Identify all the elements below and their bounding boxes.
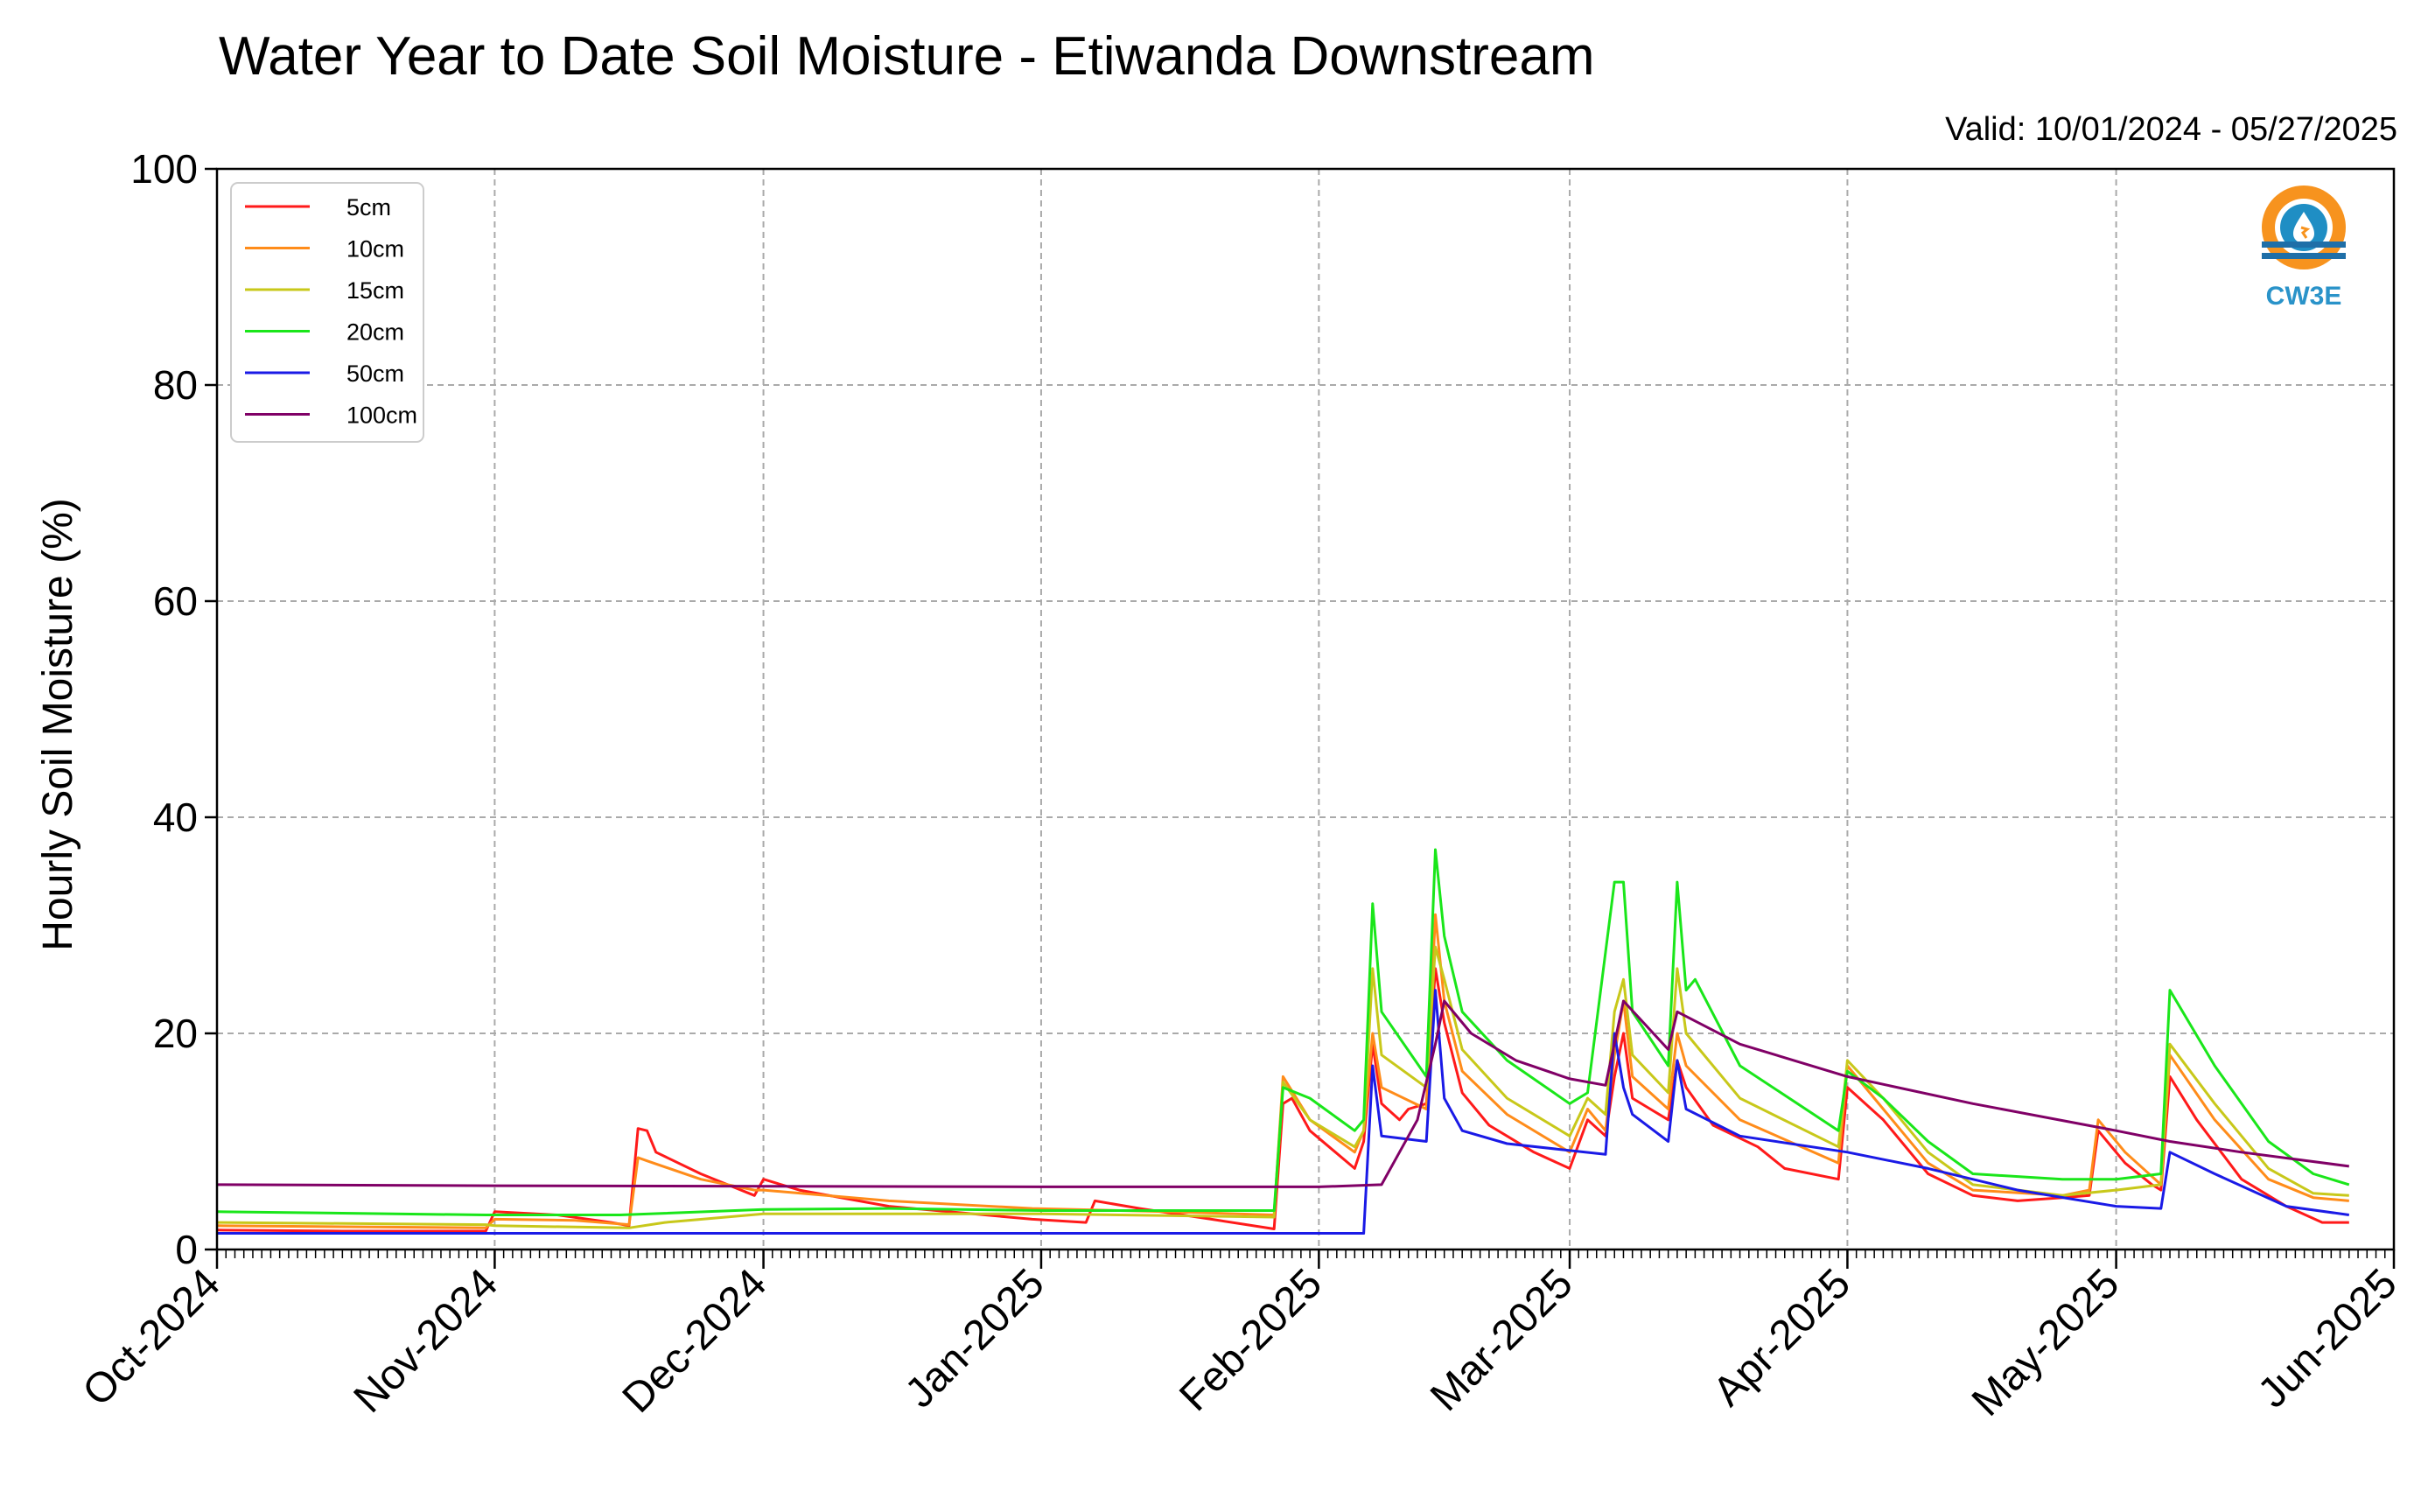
y-ticks: 0 20 40 60 80 100: [130, 146, 217, 1272]
series-line-20cm: [216, 848, 2350, 1216]
series-line-100cm: [216, 999, 2349, 1188]
axes: [215, 167, 2396, 1251]
cw3e-logo: CW3E: [2262, 186, 2346, 311]
y-tick-label: 20: [153, 1011, 198, 1056]
legend-label-50cm: 50cm: [346, 360, 404, 387]
y-tick-label: 0: [175, 1227, 198, 1272]
logo-text: CW3E: [2266, 282, 2342, 311]
legend-label-100cm: 100cm: [346, 402, 417, 429]
plot-frame: [215, 167, 2396, 1251]
y-tick-label: 80: [153, 362, 198, 408]
legend-label-5cm: 5cm: [346, 194, 391, 220]
legend-label-15cm: 15cm: [346, 277, 404, 304]
legend: 5cm 10cm 15cm 20cm 50cm 100cm: [230, 182, 424, 443]
series-line-50cm: [217, 989, 2350, 1235]
y-axis-label: Hourly Soil Moisture (%): [35, 498, 81, 950]
series-line-10cm: [216, 913, 2349, 1229]
series-layer: [216, 848, 2350, 1235]
chart-subtitle: Valid: 10/01/2024 - 05/27/2025: [1945, 111, 2397, 148]
grid: [217, 169, 2394, 1250]
y-tick-label: 40: [153, 794, 198, 840]
chart-title: Water Year to Date Soil Moisture - Etiwa…: [219, 26, 1595, 87]
legend-label-20cm: 20cm: [346, 319, 404, 346]
legend-label-10cm: 10cm: [346, 236, 404, 262]
series-line-15cm: [216, 945, 2349, 1229]
y-tick-label: 100: [130, 146, 198, 192]
y-tick-label: 60: [153, 578, 198, 624]
